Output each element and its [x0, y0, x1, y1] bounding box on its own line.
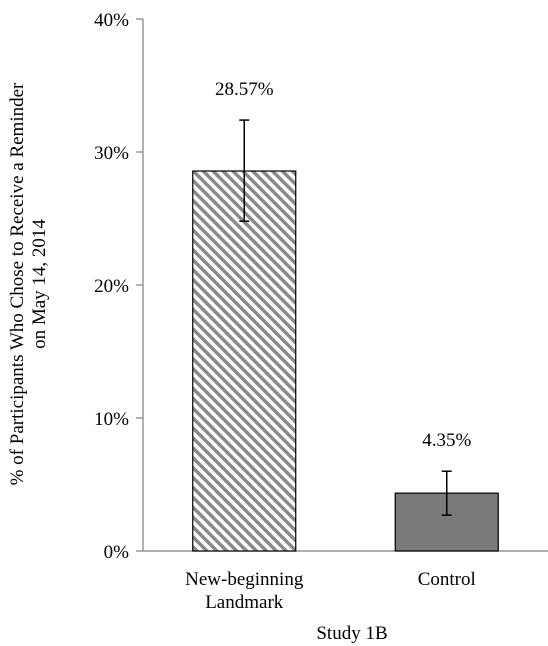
- y-tick-label: 0%: [104, 542, 130, 563]
- y-axis-title: % of Participants Who Chose to Receive a…: [7, 82, 50, 485]
- data-label: 4.35%: [422, 430, 471, 451]
- x-tick-label: Control: [418, 569, 476, 590]
- x-tick-label: New-beginning: [185, 569, 304, 590]
- y-axis-title-line-2: on May 14, 2014: [29, 219, 50, 349]
- y-tick-label: 30%: [94, 143, 129, 164]
- x-tick-label: Landmark: [205, 592, 284, 613]
- bar-new-beginning-landmark: [192, 170, 297, 552]
- x-axis-title: Study 1B: [316, 623, 387, 644]
- y-axis-title-line-1: % of Participants Who Chose to Receive a…: [7, 82, 28, 485]
- y-tick-label: 10%: [94, 409, 129, 430]
- y-tick-label: 20%: [94, 276, 129, 297]
- y-tick-label: 40%: [94, 10, 129, 31]
- data-label: 28.57%: [215, 79, 274, 100]
